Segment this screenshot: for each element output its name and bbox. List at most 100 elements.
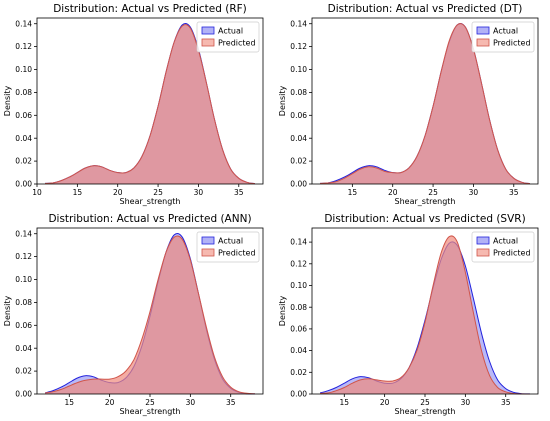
y-tick-label: 0.10 [15, 275, 32, 284]
chart-panel-rf: Distribution: Actual vs Predicted (RF) 10… [0, 0, 275, 210]
y-tick-label: 0.02 [15, 367, 32, 376]
series-line-predicted [320, 23, 531, 185]
x-tick-label: 10 [32, 188, 42, 197]
y-tick-label: 0.00 [290, 180, 307, 189]
y-tick-label: 0.04 [15, 344, 32, 353]
x-axis-label: Shear_strength [395, 407, 456, 416]
series-area-predicted [45, 235, 255, 394]
x-tick-label: 25 [420, 398, 430, 407]
series-line-actual [319, 241, 530, 395]
y-axis-label: Density [278, 296, 287, 327]
y-axis-label: Density [278, 86, 287, 117]
plot-frame [36, 17, 264, 185]
series-layer [45, 22, 256, 185]
chart-title: Distribution: Actual vs Predicted (SVR) [324, 213, 525, 225]
legend-swatch-predicted [476, 248, 490, 257]
chart-title: Distribution: Actual vs Predicted (RF) [53, 3, 247, 15]
series-area-predicted [45, 24, 255, 185]
legend-swatch-actual [201, 236, 215, 245]
y-tick-label: 0.12 [290, 42, 307, 51]
y-tick-label: 0.12 [290, 259, 307, 268]
legend: Actual Predicted [471, 21, 535, 53]
legend-swatch-actual [476, 26, 490, 35]
x-tick-label: 20 [105, 398, 115, 407]
legend-swatch-predicted [201, 38, 215, 47]
y-tick-label: 0.00 [15, 180, 32, 189]
y-tick-label: 0.08 [290, 303, 307, 312]
legend-label-actual: Actual [218, 237, 243, 246]
series-area-predicted [320, 235, 530, 394]
y-tick-label: 0.10 [290, 65, 307, 74]
y-tick-label: 0.06 [15, 111, 32, 120]
x-tick-label: 30 [469, 188, 479, 197]
legend-label-predicted: Predicted [218, 39, 256, 48]
y-tick-label: 0.14 [290, 238, 307, 247]
y-tick-label: 0.04 [290, 346, 307, 355]
y-tick-label: 0.14 [15, 229, 32, 238]
x-tick-label: 20 [113, 188, 123, 197]
chart-svg: Distribution: Actual vs Predicted (DT) 15… [278, 3, 539, 206]
y-tick-label: 0.04 [290, 134, 307, 143]
y-tick-label: 0.08 [15, 88, 32, 97]
series-line-predicted [45, 24, 256, 185]
x-tick-label: 30 [186, 398, 196, 407]
x-tick-label: 15 [73, 188, 83, 197]
legend: Actual Predicted [196, 231, 260, 263]
x-tick-label: 15 [348, 188, 358, 197]
y-tick-label: 0.12 [15, 42, 32, 51]
legend-swatch-predicted [476, 38, 490, 47]
x-axis-label: Shear_strength [120, 197, 181, 206]
legend-label-predicted: Predicted [218, 249, 256, 258]
series-layer [44, 232, 255, 395]
legend: Actual Predicted [196, 21, 260, 53]
y-tick-label: 0.12 [15, 252, 32, 261]
legend: Actual Predicted [471, 231, 535, 263]
chart-title: Distribution: Actual vs Predicted (ANN) [48, 213, 251, 225]
y-tick-label: 0.06 [15, 321, 32, 330]
y-tick-label: 0.06 [290, 325, 307, 334]
legend-label-actual: Actual [493, 237, 518, 246]
series-line-predicted [45, 235, 255, 395]
x-tick-label: 25 [428, 188, 438, 197]
x-tick-label: 20 [380, 398, 390, 407]
x-axis-label: Shear_strength [120, 407, 181, 416]
series-layer [320, 22, 531, 185]
y-tick-label: 0.06 [290, 111, 307, 120]
chart-svg: Distribution: Actual vs Predicted (ANN) 1… [3, 213, 264, 416]
y-tick-label: 0.02 [290, 368, 307, 377]
x-tick-label: 35 [226, 398, 236, 407]
x-tick-label: 35 [509, 188, 519, 197]
x-tick-label: 20 [388, 188, 398, 197]
y-tick-label: 0.00 [15, 390, 32, 399]
x-tick-label: 35 [234, 188, 244, 197]
x-tick-label: 30 [461, 398, 471, 407]
chart-svg: Distribution: Actual vs Predicted (SVR) 1… [278, 213, 539, 416]
chart-panel-dt: Distribution: Actual vs Predicted (DT) 15… [275, 0, 550, 210]
x-tick-label: 15 [65, 398, 75, 407]
chart-panel-svr: Distribution: Actual vs Predicted (SVR) 1… [275, 210, 550, 420]
chart-panel-ann: Distribution: Actual vs Predicted (ANN) 1… [0, 210, 275, 420]
chart-svg: Distribution: Actual vs Predicted (RF) 10… [3, 3, 264, 206]
y-tick-label: 0.02 [290, 157, 307, 166]
y-tick-label: 0.08 [290, 88, 307, 97]
legend-label-predicted: Predicted [493, 249, 531, 258]
y-tick-label: 0.04 [15, 134, 32, 143]
series-area-predicted [320, 23, 530, 184]
y-tick-label: 0.08 [15, 298, 32, 307]
legend-label-actual: Actual [493, 27, 518, 36]
x-tick-label: 30 [194, 188, 204, 197]
y-tick-label: 0.14 [15, 19, 32, 28]
legend-swatch-predicted [201, 248, 215, 257]
x-tick-label: 25 [153, 188, 163, 197]
y-tick-label: 0.10 [290, 281, 307, 290]
x-tick-label: 35 [501, 398, 511, 407]
series-layer [319, 235, 530, 395]
legend-label-actual: Actual [218, 27, 243, 36]
x-tick-label: 15 [340, 398, 350, 407]
series-line-predicted [320, 235, 530, 395]
legend-swatch-actual [201, 26, 215, 35]
y-tick-label: 0.10 [15, 65, 32, 74]
x-axis-label: Shear_strength [395, 197, 456, 206]
y-axis-label: Density [3, 296, 12, 327]
legend-label-predicted: Predicted [493, 39, 531, 48]
